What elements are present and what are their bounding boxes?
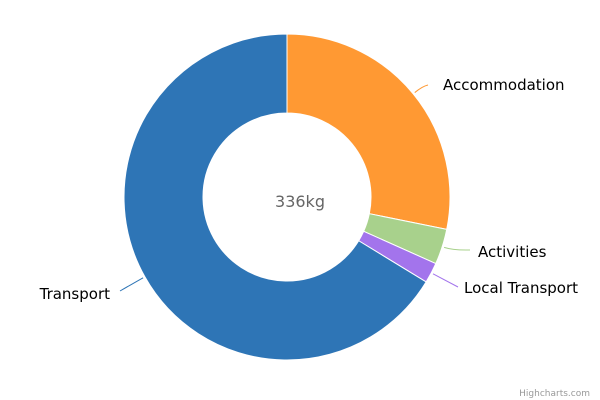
connector-transport (119, 277, 144, 292)
slice-accommodation[interactable] (286, 33, 451, 230)
center-total-label: 336kg (275, 192, 325, 211)
label-local-transport: Local Transport (464, 279, 578, 297)
chart-slices (123, 33, 451, 361)
label-connectors (119, 84, 471, 292)
label-activities: Activities (478, 243, 547, 261)
connector-local-transport (432, 273, 459, 288)
connector-activities (443, 246, 471, 251)
connector-accommodation (414, 84, 429, 93)
credits-link[interactable]: Highcharts.com (519, 389, 590, 399)
slice-transport[interactable] (123, 33, 427, 361)
label-accommodation: Accommodation (443, 76, 565, 94)
slice-labels: Accommodation Activities Local Transport Tr… (39, 76, 579, 303)
label-transport: Transport (39, 285, 111, 303)
